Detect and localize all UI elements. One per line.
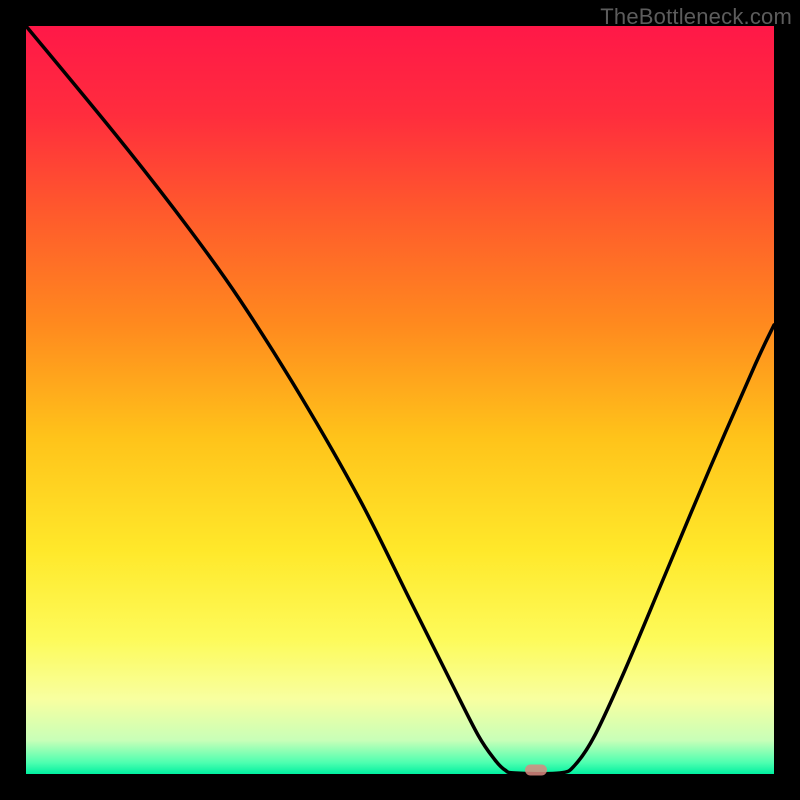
- plot-background: [26, 26, 774, 774]
- bottleneck-chart: [0, 0, 800, 800]
- optimal-marker: [525, 765, 547, 776]
- watermark-text: TheBottleneck.com: [600, 4, 792, 30]
- chart-container: TheBottleneck.com: [0, 0, 800, 800]
